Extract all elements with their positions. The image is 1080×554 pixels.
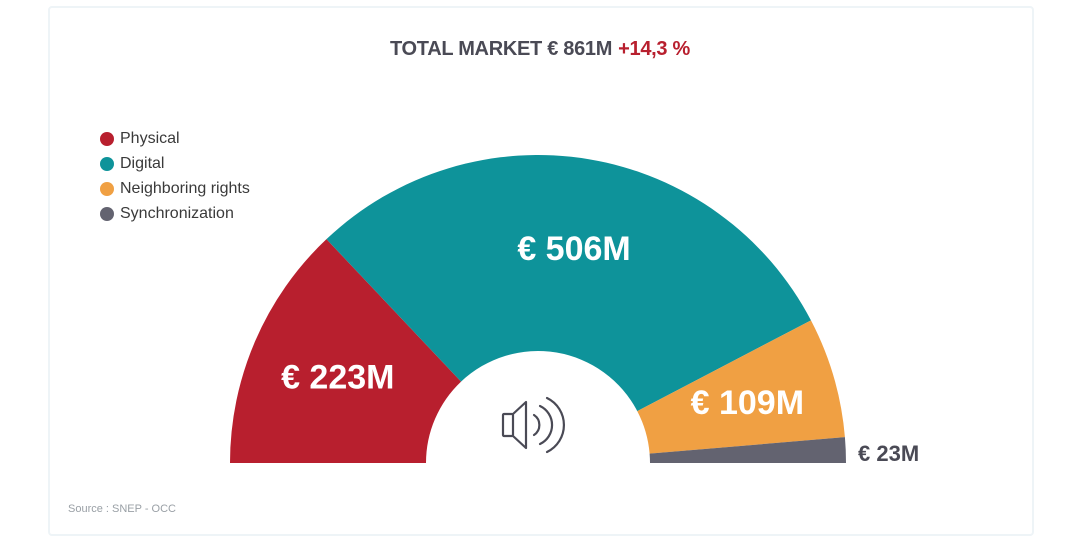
chart-segments: [230, 154, 847, 463]
total-market-label: TOTAL MARKET € 861M: [390, 38, 613, 60]
legend-swatch: [100, 206, 114, 221]
legend-swatch: [100, 156, 114, 171]
chart-title: TOTAL MARKET € 861M +14,3 %: [0, 38, 1080, 61]
segment-neighboring-rights: [637, 320, 845, 454]
value-label-digital: € 506M: [517, 230, 630, 268]
segment-synchronization: [649, 437, 847, 463]
legend: Physical Digital Neighboring rights Sync…: [100, 126, 250, 226]
value-label-neighboring-rights: € 109M: [691, 384, 804, 422]
legend-label: Physical: [120, 129, 180, 147]
value-label-physical: € 223M: [281, 359, 394, 397]
legend-swatch: [100, 181, 114, 196]
speaker-icon: [501, 396, 565, 454]
legend-label: Neighboring rights: [120, 179, 250, 197]
legend-item-digital: Digital: [100, 151, 250, 176]
chart-labels: € 223M € 506M € 109M € 23M: [281, 230, 919, 466]
legend-swatch: [100, 131, 114, 146]
legend-item-physical: Physical: [100, 126, 250, 151]
source-note: Source : SNEP - OCC: [68, 503, 176, 515]
segment-physical: [230, 239, 462, 463]
legend-label: Synchronization: [120, 204, 234, 222]
legend-item-synchronization: Synchronization: [100, 201, 250, 226]
legend-label: Digital: [120, 154, 165, 172]
segment-digital: [326, 154, 811, 412]
legend-item-neighboring-rights: Neighboring rights: [100, 176, 250, 201]
growth-label: +14,3 %: [618, 38, 690, 60]
value-label-synchronization: € 23M: [858, 441, 919, 466]
